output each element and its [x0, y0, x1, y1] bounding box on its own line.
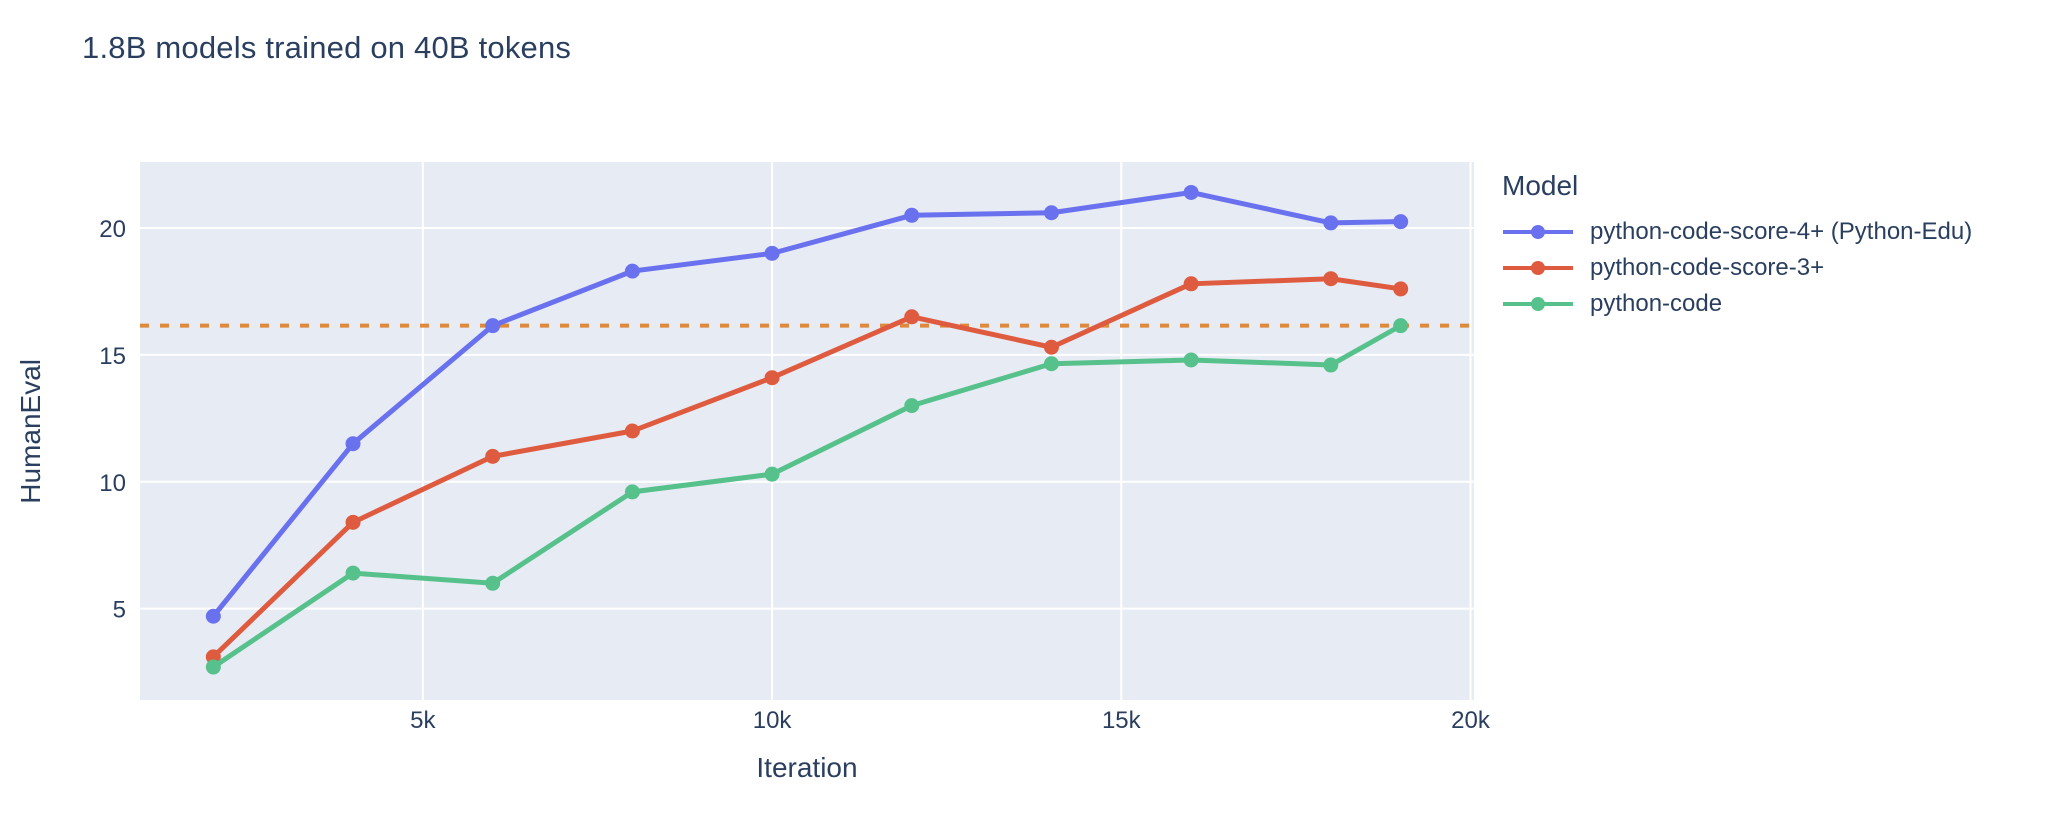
x-tick-label: 5k	[410, 707, 436, 734]
data-point-marker[interactable]	[624, 423, 640, 439]
data-point-marker[interactable]	[764, 245, 780, 261]
series-line[interactable]	[210, 323, 1404, 670]
legend-items: python-code-score-4+ (Python-Edu) python-…	[1502, 214, 1972, 322]
series-python-code-score-3+[interactable]	[205, 271, 1409, 665]
legend: Model python-code-score-4+ (Python-Edu) p…	[1502, 170, 1972, 322]
y-axis-title: HumanEval	[15, 358, 46, 504]
legend-item-label: python-code	[1590, 290, 1723, 317]
series-line[interactable]	[210, 189, 1404, 619]
data-point-marker[interactable]	[485, 575, 501, 591]
data-point-marker[interactable]	[624, 263, 640, 279]
legend-item-python-code-score-4+-python-edu-[interactable]: python-code-score-4+ (Python-Edu)	[1502, 214, 1972, 250]
legend-item-label: python-code-score-4+ (Python-Edu)	[1590, 218, 1973, 245]
y-tick-label: 5	[113, 597, 126, 624]
chart-title: 1.8B models trained on 40B tokens	[82, 30, 572, 65]
data-point-marker[interactable]	[485, 318, 501, 334]
data-point-marker[interactable]	[345, 436, 361, 452]
legend-swatch-icon	[1503, 297, 1573, 311]
data-point-marker[interactable]	[1323, 357, 1339, 373]
data-point-marker[interactable]	[1183, 276, 1199, 292]
y-tick-label: 15	[99, 343, 126, 370]
data-point-marker[interactable]	[1043, 205, 1059, 221]
data-point-marker[interactable]	[205, 608, 221, 624]
data-point-marker[interactable]	[904, 207, 920, 223]
data-point-marker[interactable]	[485, 448, 501, 464]
x-tick-label: 15k	[1102, 707, 1142, 734]
data-point-marker[interactable]	[345, 514, 361, 530]
plot-background	[140, 162, 1474, 700]
y-axis-title-wrap: HumanEval	[8, 162, 54, 700]
data-point-marker[interactable]	[1183, 184, 1199, 200]
data-point-marker[interactable]	[345, 565, 361, 581]
legend-item-python-code-score-3+[interactable]: python-code-score-3+	[1502, 250, 1972, 286]
y-tick-label: 10	[99, 470, 126, 497]
data-point-marker[interactable]	[904, 398, 920, 414]
data-point-marker[interactable]	[1393, 281, 1409, 297]
data-point-marker[interactable]	[764, 370, 780, 386]
legend-swatch-icon	[1503, 225, 1573, 239]
y-tick-label: 20	[99, 216, 126, 243]
legend-title: Model	[1502, 170, 1579, 201]
data-point-marker[interactable]	[205, 659, 221, 675]
data-point-marker[interactable]	[1393, 214, 1409, 230]
x-tick-label: 10k	[753, 707, 793, 734]
legend-swatch-icon	[1503, 261, 1573, 275]
data-point-marker[interactable]	[1043, 356, 1059, 372]
data-point-marker[interactable]	[1323, 215, 1339, 231]
data-point-marker[interactable]	[1043, 339, 1059, 355]
data-point-marker[interactable]	[1183, 352, 1199, 368]
data-point-marker[interactable]	[1393, 318, 1409, 334]
data-point-marker[interactable]	[904, 309, 920, 325]
legend-item-python-code[interactable]: python-code	[1502, 286, 1972, 322]
series-python-code[interactable]	[205, 318, 1409, 675]
data-point-marker[interactable]	[1323, 271, 1339, 287]
data-point-marker[interactable]	[764, 466, 780, 482]
x-tick-label: 20k	[1451, 707, 1491, 734]
data-point-marker[interactable]	[624, 484, 640, 500]
series-python-code-score-4+-python-edu-[interactable]	[205, 184, 1409, 624]
legend-item-label: python-code-score-3+	[1590, 254, 1825, 281]
x-axis-title: Iteration	[756, 752, 858, 783]
series-line[interactable]	[210, 276, 1404, 660]
